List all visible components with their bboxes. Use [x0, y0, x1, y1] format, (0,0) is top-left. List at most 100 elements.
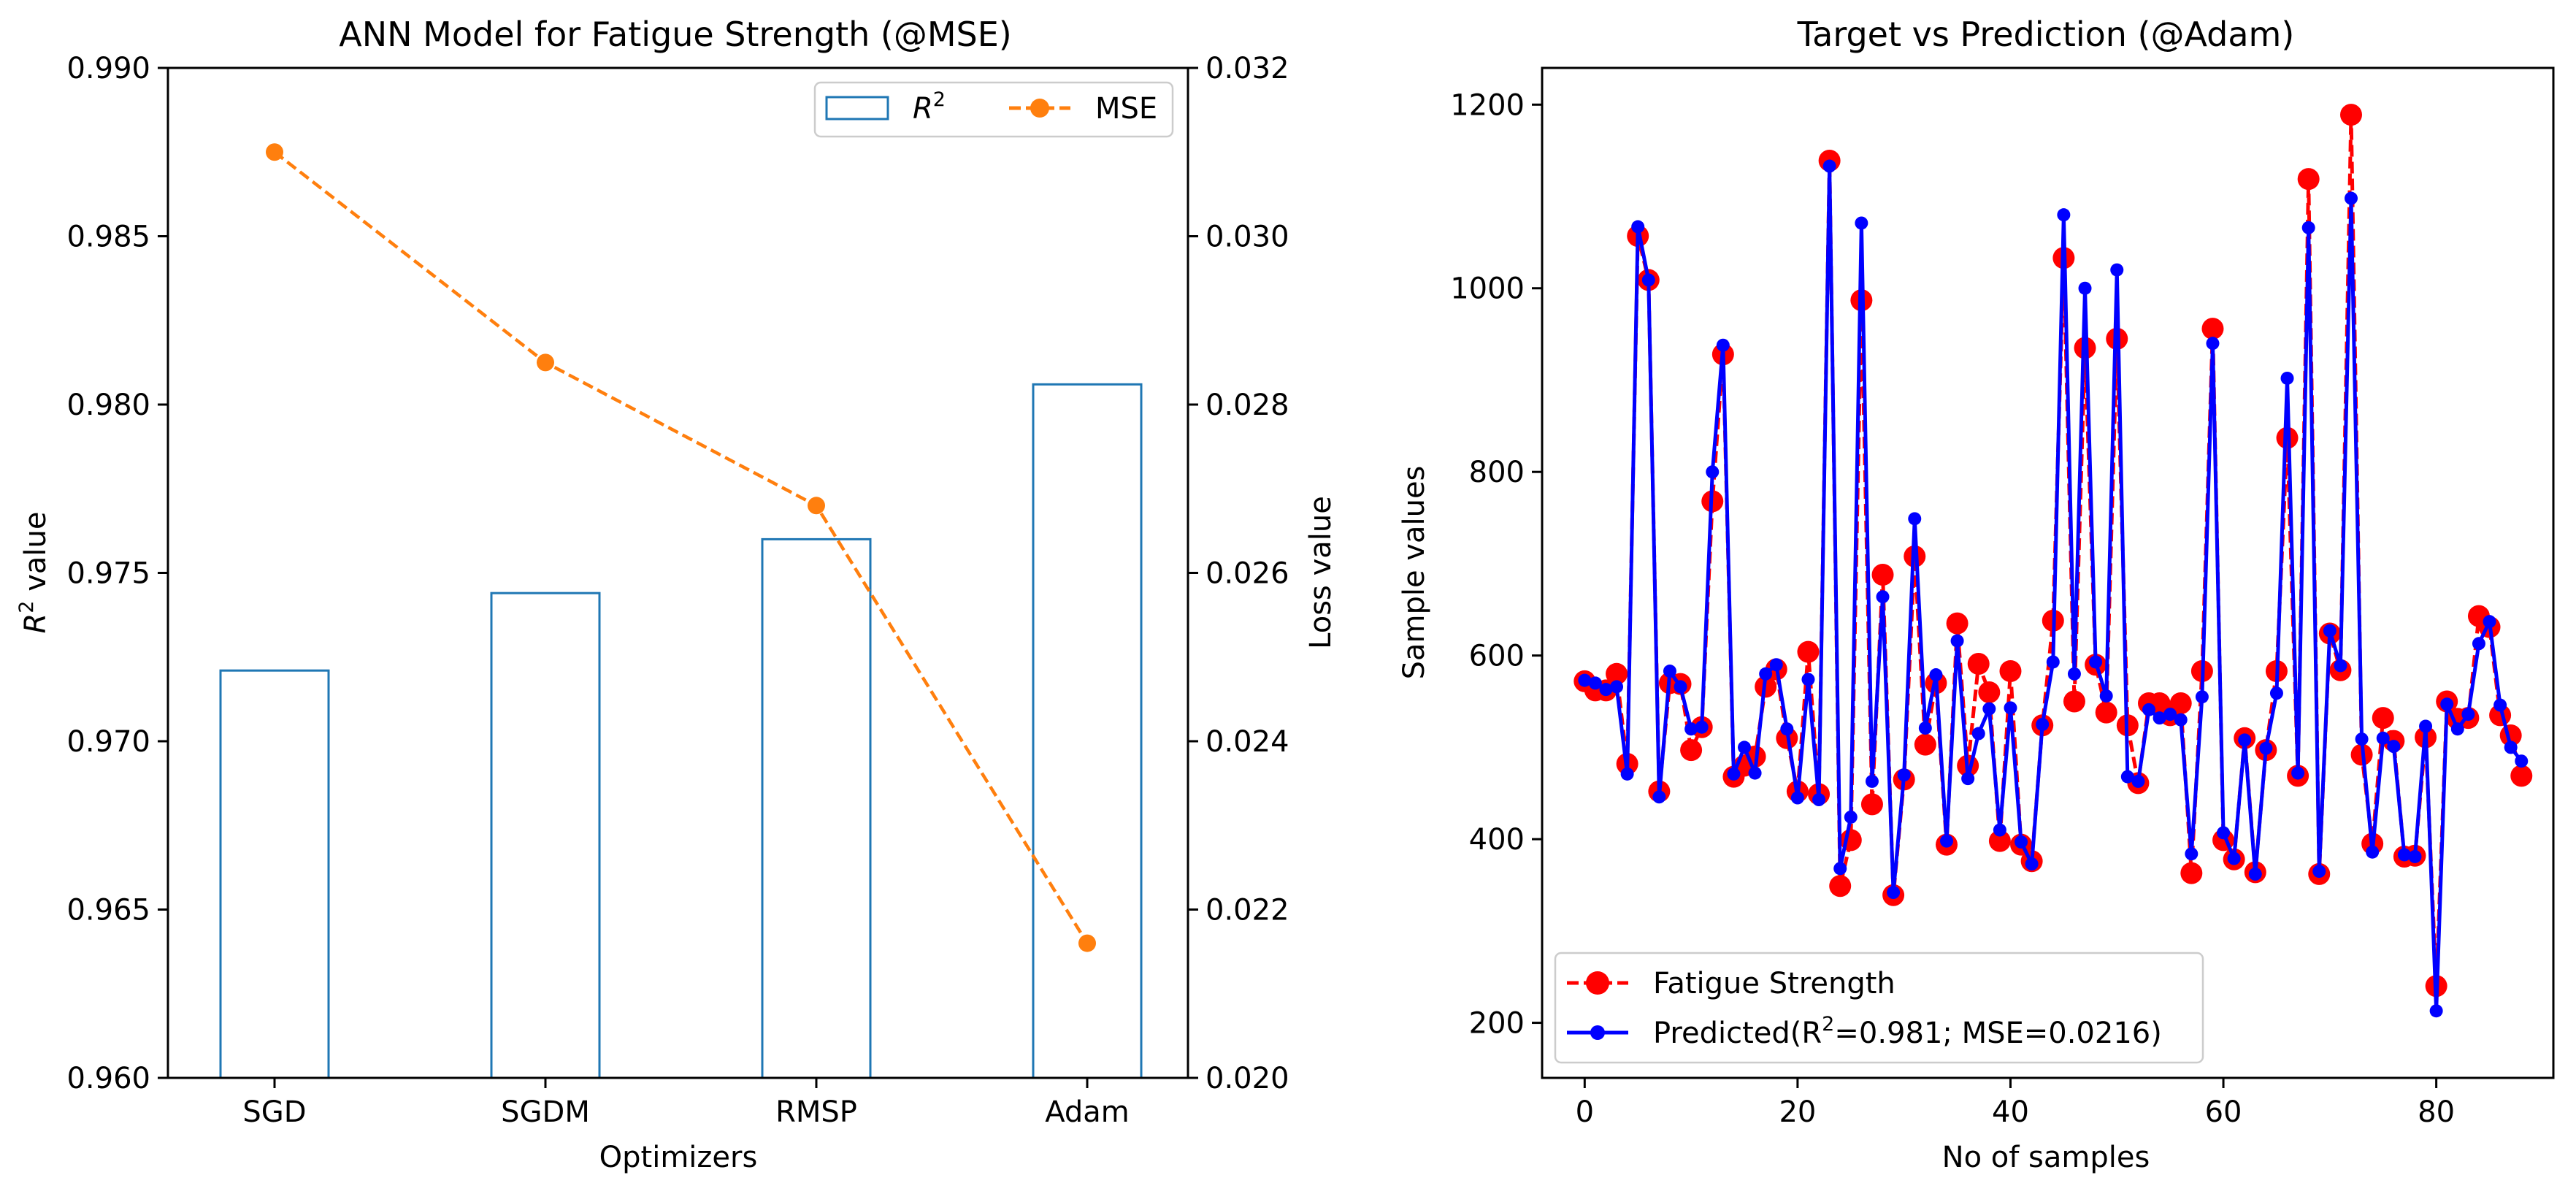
predicted-point [2515, 754, 2529, 768]
predicted-point [1780, 722, 1794, 736]
target-point [1914, 733, 1936, 756]
predicted-point [2472, 637, 2485, 651]
predicted-point [1876, 590, 1890, 604]
y-tick-label: 1000 [1450, 272, 1525, 306]
predicted-point [2131, 774, 2145, 788]
left-chart: ANN Model for Fatigue Strength (@MSE) 0.… [15, 15, 1338, 1174]
predicted-point [1588, 676, 1602, 690]
y2-tick-label: 0.030 [1205, 221, 1289, 254]
right-y-axis-label: Loss value [1304, 496, 1338, 649]
predicted-point [2015, 835, 2028, 849]
predicted-point [1578, 673, 1592, 687]
right-y-axis-label: Sample values [1398, 466, 1431, 680]
predicted-point [1929, 668, 1943, 682]
predicted-point [2248, 867, 2262, 881]
predicted-point [1993, 823, 2006, 837]
target-point [2372, 707, 2394, 730]
predicted-point [1674, 680, 1687, 694]
predicted-point [1652, 790, 1666, 804]
y2-tick-label: 0.022 [1205, 894, 1289, 927]
predicted-point [1971, 727, 1985, 740]
y-tick-label: 200 [1469, 1007, 1525, 1041]
predicted-point [2238, 733, 2252, 747]
target-point [1606, 662, 1628, 685]
y-tick-label: 1200 [1450, 88, 1525, 122]
legend-target-label: Fatigue Strength [1653, 967, 1895, 1000]
right-chart-title: Target vs Prediction (@Adam) [1797, 15, 2295, 54]
bar-r2-adam [1032, 383, 1143, 1079]
predicted-point [2366, 845, 2380, 859]
y-tick-label: 400 [1469, 823, 1525, 857]
predicted-point [1908, 512, 1922, 526]
left-x-axis-label: Optimizers [599, 1141, 758, 1174]
predicted-point [2408, 849, 2422, 863]
target-point [1797, 640, 1820, 663]
predicted-point [2153, 711, 2166, 725]
mse-line [273, 150, 1089, 944]
predicted-point [2227, 852, 2241, 865]
left-y-axis-label: R2 value [15, 512, 53, 634]
predicted-point [1727, 767, 1741, 781]
right-legend: Fatigue Strength Predicted(R2=0.981; MSE… [1554, 952, 2204, 1064]
target-point [2510, 765, 2533, 787]
target-point [2169, 692, 2192, 715]
y2-tick-label: 0.032 [1205, 52, 1289, 85]
predicted-point [2067, 667, 2081, 681]
legend-r2-swatch [825, 96, 889, 120]
predicted-point [1844, 810, 1858, 824]
right-x-axis-label: No of samples [1942, 1141, 2150, 1174]
predicted-point [1631, 220, 1645, 234]
predicted-point [2301, 221, 2315, 234]
predicted-point [2429, 1004, 2443, 1018]
predicted-point [1865, 774, 1879, 788]
predicted-point [1855, 216, 1868, 230]
target-point [1860, 793, 1883, 816]
right-y-axis-ticks: 0.020 0.022 0.024 0.026 0.028 0.030 0.032 [1188, 52, 1289, 1095]
bar-r2-sgdm [490, 592, 601, 1079]
y2-tick-label: 0.028 [1205, 389, 1289, 422]
y-tick-label: 0.970 [66, 725, 150, 759]
predicted-point [2025, 857, 2039, 871]
target-point [1829, 875, 1852, 898]
predicted-point [1663, 665, 1676, 678]
y-tick-label: 0.960 [66, 1062, 150, 1095]
predicted-point [1887, 886, 1901, 900]
target-point [2095, 701, 2117, 724]
target-point [1967, 652, 1990, 675]
predicted-point [2376, 731, 2390, 745]
predicted-point [2089, 655, 2103, 669]
y2-tick-label: 0.026 [1205, 557, 1289, 591]
predicted-line [1584, 164, 2523, 1013]
target-point [1946, 612, 1969, 635]
predicted-point [2419, 719, 2433, 733]
legend-mse-marker [1030, 99, 1049, 118]
predicted-point [2450, 722, 2464, 736]
x-tick-label: 60 [2205, 1095, 2242, 1129]
predicted-point [1599, 683, 1613, 697]
predicted-point [2195, 690, 2209, 704]
predicted-point [2397, 848, 2411, 862]
predicted-point [1950, 634, 1964, 648]
right-plot-frame [1541, 66, 2555, 1079]
predicted-point [2057, 208, 2071, 222]
left-y-axis-ticks: 0.960 0.965 0.970 0.975 0.980 0.985 0.990 [66, 52, 168, 1095]
predicted-point [1982, 702, 1996, 716]
predicted-point [1790, 791, 1804, 805]
predicted-point [1695, 720, 1709, 734]
predicted-point [1940, 834, 1953, 848]
target-point [2340, 104, 2362, 126]
left-x-axis-ticks: SGD SGDM RMSP Adam [242, 1078, 1130, 1129]
y-tick-label: 0.980 [66, 389, 150, 422]
predicted-point [1812, 793, 1826, 807]
x-tick-label: 40 [1992, 1095, 2029, 1129]
predicted-point [2269, 686, 2283, 700]
predicted-point [2163, 708, 2177, 722]
predicted-point [2217, 826, 2231, 840]
series-fatigue-strength [1573, 104, 2533, 998]
predicted-point [2387, 740, 2401, 754]
target-point [2297, 168, 2320, 191]
x-tick-label: 80 [2418, 1095, 2455, 1129]
predicted-point [2004, 701, 2017, 715]
predicted-point [1918, 721, 1932, 735]
